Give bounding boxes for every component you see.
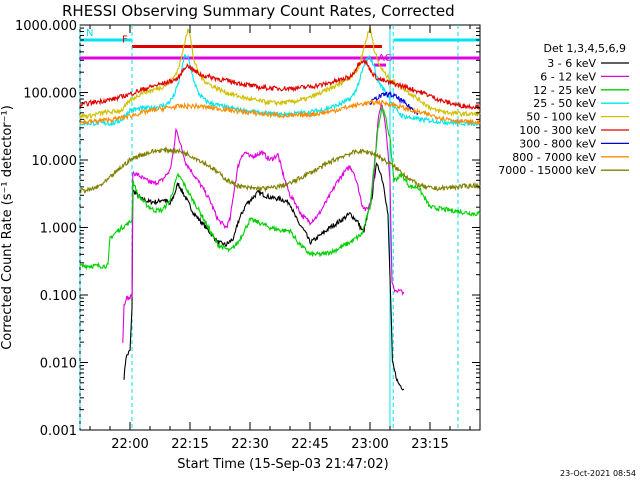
x-axis-label: Start Time (15-Sep-03 21:47:02)	[177, 457, 388, 472]
flag-label: F	[122, 35, 128, 46]
y-axis-label: Corrected Count Rate (s⁻¹ detector⁻¹)	[0, 105, 15, 350]
plot-area: N F AG	[79, 24, 481, 431]
footer-date: 23-Oct-2021 08:54	[560, 469, 636, 478]
x-axis: 22:00 22:15 22:30 22:45 23:00 23:15	[89, 25, 471, 452]
y-tick-label: 1.000	[40, 222, 77, 237]
legend-label: 300 - 800 keV	[519, 137, 596, 150]
y-tick-label: 0.001	[40, 424, 77, 439]
legend-label: 6 - 12 keV	[540, 70, 596, 83]
flag-label: N	[86, 28, 93, 39]
series-line	[369, 90, 419, 116]
y-tick-label: 10.000	[32, 154, 78, 169]
x-tick-label: 22:30	[231, 437, 268, 452]
series-line	[79, 145, 481, 194]
x-tick-label: 22:15	[171, 437, 208, 452]
x-tick-label: 22:00	[111, 437, 148, 452]
x-tick-label: 23:15	[411, 437, 448, 452]
legend-label: 3 - 6 keV	[547, 57, 596, 70]
legend-label: 50 - 100 keV	[526, 111, 596, 124]
y-tick-label: 0.010	[40, 357, 77, 372]
y-tick-label: 1000.000	[15, 19, 77, 34]
series-line	[123, 162, 405, 391]
legend-label: 800 - 7000 keV	[512, 151, 596, 164]
series-line	[79, 58, 481, 111]
chart-title: RHESSI Observing Summary Count Rates, Co…	[62, 2, 455, 20]
x-tick-label: 23:00	[351, 437, 388, 452]
flag-label: AG	[378, 53, 392, 64]
y-axis: 1000.000 100.000 10.000 1.000 0.100 0.010 0.00…	[15, 19, 480, 439]
series-line	[122, 101, 405, 343]
legend-label: 25 - 50 keV	[533, 97, 596, 110]
legend-label: 12 - 25 keV	[533, 84, 596, 97]
series-line	[79, 54, 481, 127]
series-line	[79, 106, 481, 271]
y-tick-label: 100.000	[23, 87, 77, 102]
legend-label: 100 - 300 keV	[519, 124, 596, 137]
x-tick-label: 22:45	[291, 437, 328, 452]
y-tick-label: 0.100	[40, 289, 77, 304]
legend-label: 7000 - 15000 keV	[498, 164, 596, 177]
legend-title: Det 1,3,4,5,6,9	[543, 42, 626, 55]
series-line	[79, 98, 481, 126]
